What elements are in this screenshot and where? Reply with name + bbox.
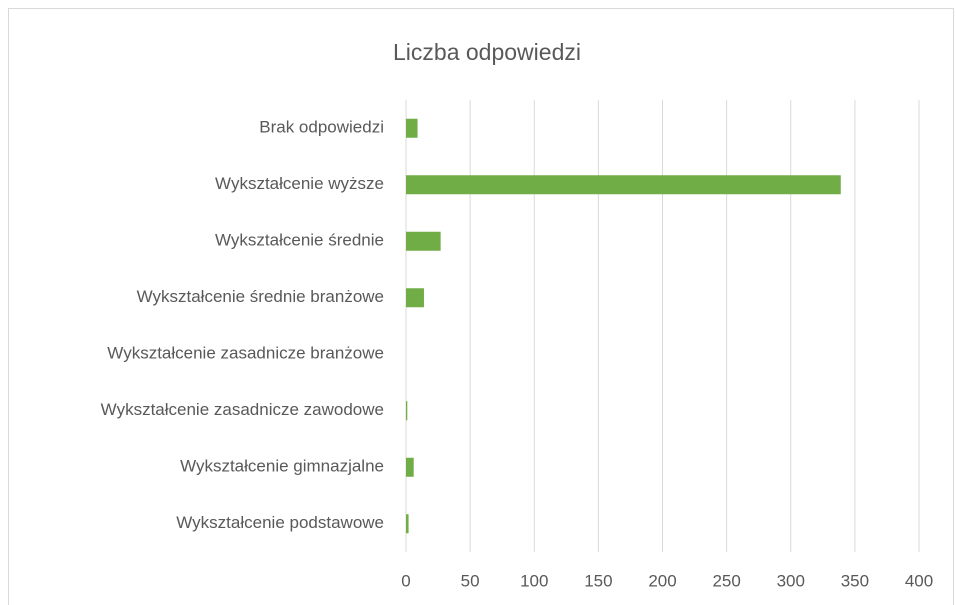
x-tick-label: 300 xyxy=(777,571,805,590)
bar xyxy=(406,514,409,534)
x-tick-label: 150 xyxy=(584,571,612,590)
x-tick-label: 350 xyxy=(841,571,869,590)
chart-title: Liczba odpowiedzi xyxy=(393,39,581,65)
x-tick-label: 50 xyxy=(461,571,480,590)
bar xyxy=(406,457,414,477)
y-tick-label: Wykształcenie zasadnicze zawodowe xyxy=(101,400,384,419)
y-tick-label: Wykształcenie zasadnicze branżowe xyxy=(107,344,384,363)
y-tick-label: Brak odpowiedzi xyxy=(259,118,384,137)
bar xyxy=(406,231,441,251)
chart-border xyxy=(8,8,954,605)
y-tick-label: Wykształcenie wyższe xyxy=(215,174,384,193)
x-tick-label: 400 xyxy=(905,571,933,590)
x-tick-label: 200 xyxy=(648,571,676,590)
x-tick-label: 0 xyxy=(401,571,410,590)
y-tick-label: Wykształcenie średnie branżowe xyxy=(137,287,384,306)
y-tick-label: Wykształcenie podstawowe xyxy=(176,513,384,532)
bar xyxy=(406,175,841,195)
x-tick-label: 250 xyxy=(712,571,740,590)
bar xyxy=(406,401,408,421)
bar xyxy=(406,288,424,308)
bar xyxy=(406,118,418,138)
y-tick-label: Wykształcenie gimnazjalne xyxy=(180,457,384,476)
x-tick-label: 100 xyxy=(520,571,548,590)
y-tick-label: Wykształcenie średnie xyxy=(215,231,384,250)
